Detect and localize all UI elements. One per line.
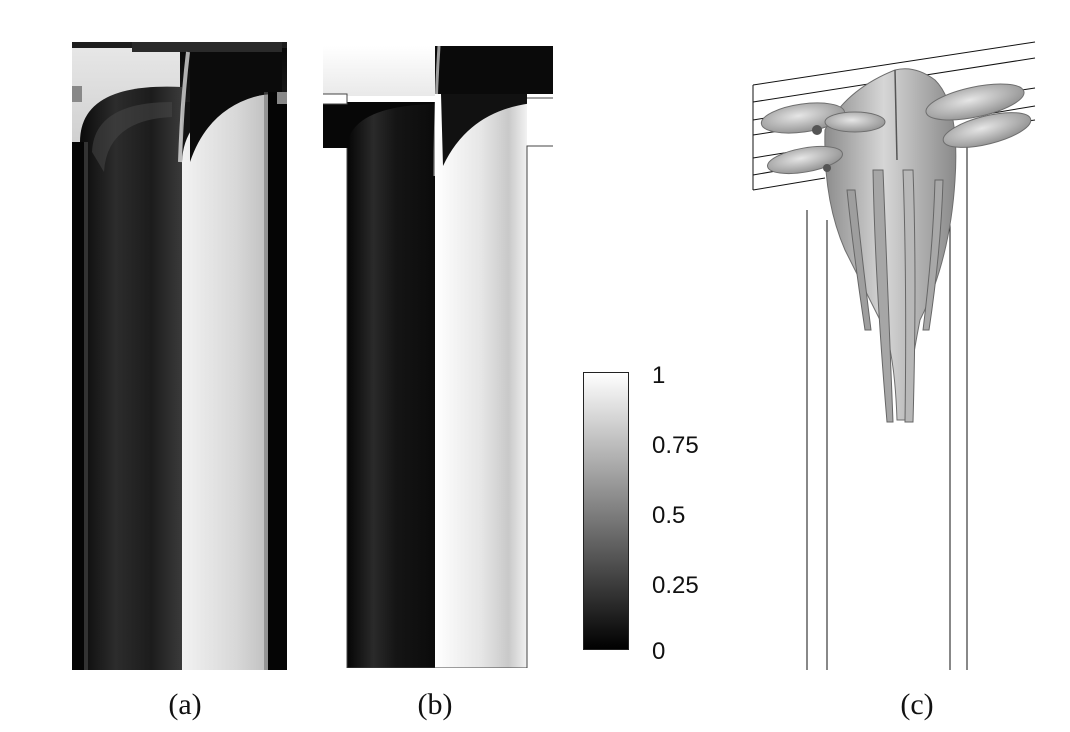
colorbar (583, 372, 629, 650)
colorbar-gradient (583, 372, 629, 650)
colorbar-tick-0-25: 0.25 (652, 572, 699, 599)
colorbar-tick-0: 0 (652, 638, 666, 665)
colorbar-tick-0-75: 0.75 (652, 432, 699, 459)
colorbar-tick-1: 1 (652, 362, 666, 389)
panel-a (72, 42, 287, 671)
panel-c-render (752, 41, 1036, 670)
panel-a-caption: (a) (168, 688, 202, 721)
panel-b (323, 45, 553, 669)
panel-c-caption: (c) (900, 688, 934, 721)
panel-c (745, 30, 1050, 675)
colorbar-tick-0-5: 0.5 (652, 502, 686, 529)
panel-b-image (323, 45, 553, 669)
panel-a-image (72, 42, 287, 671)
panel-b-caption: (b) (417, 688, 453, 721)
